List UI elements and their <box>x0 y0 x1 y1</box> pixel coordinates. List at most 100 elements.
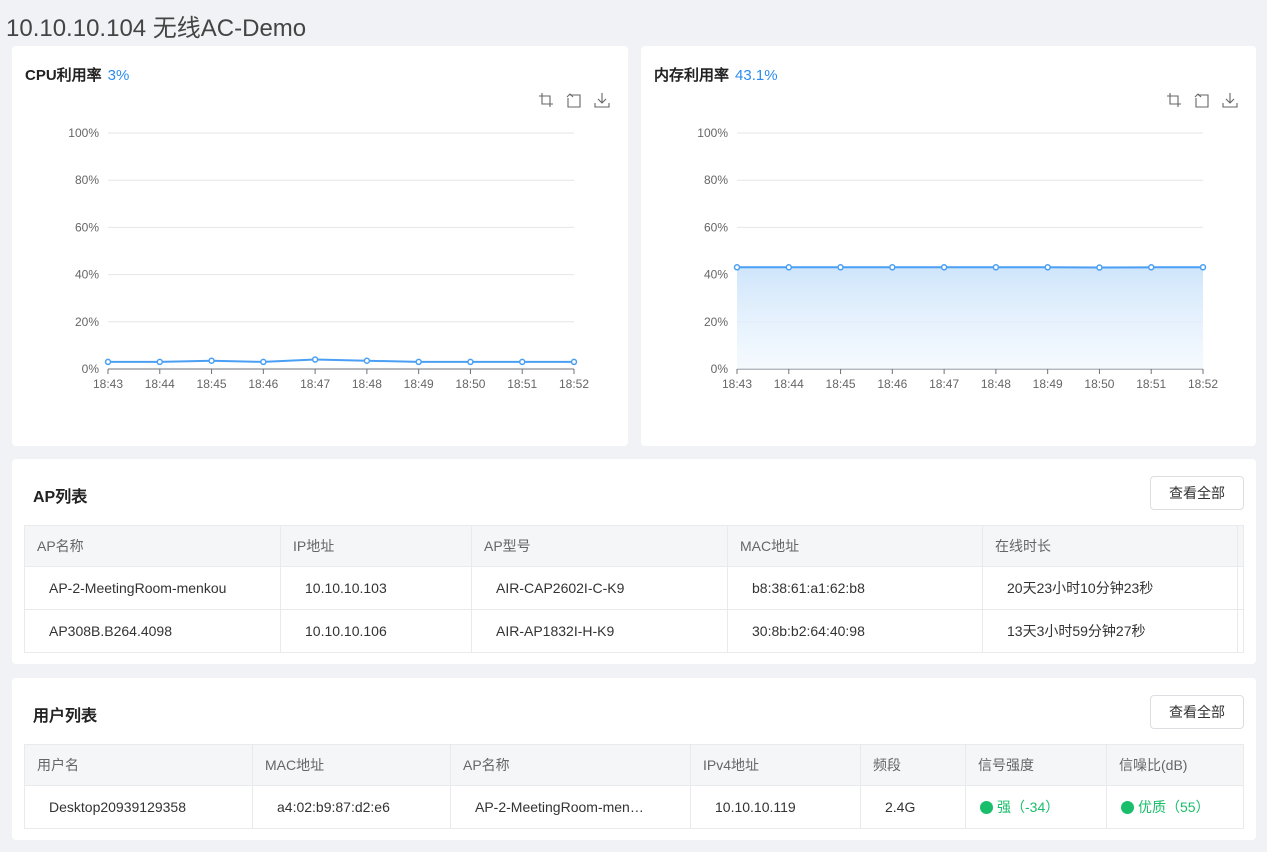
zoom-icon[interactable] <box>1166 92 1182 108</box>
x-tick-label: 18:51 <box>507 377 537 391</box>
restore-icon[interactable] <box>566 92 582 108</box>
y-tick-label: 20% <box>704 315 728 329</box>
y-tick-label: 60% <box>704 220 728 234</box>
ap-list-title: AP列表 <box>33 489 88 506</box>
data-point <box>1044 264 1051 271</box>
x-tick-label: 18:50 <box>455 377 485 391</box>
data-point <box>785 264 793 271</box>
ap-col-model: AP型号 <box>471 525 728 567</box>
status-dot-icon <box>1121 801 1134 814</box>
cpu-usage-card: CPU利用率 3% 0% 20% 40% 60% 80% 100% 18:43 18:44 18:… <box>12 46 628 446</box>
data-point <box>518 358 526 366</box>
user-col-band: 频段 <box>860 744 966 786</box>
ap-col-ip: IP地址 <box>280 525 472 567</box>
memory-usage-header: 内存利用率 43.1% <box>654 64 778 85</box>
x-tick-label: 18:49 <box>404 377 434 391</box>
user-cell-signal: 强（-34） <box>965 785 1107 829</box>
ap-cell-uptime: 13天3小时59分钟27秒 <box>982 609 1238 653</box>
memory-usage-chart: 0% 20% 40% 60% 80% 100% 18:43 18:44 18:45 18:46 18… <box>697 126 1218 391</box>
download-icon[interactable] <box>594 92 610 108</box>
table-row[interactable]: Desktop20939129358 a4:02:b9:87:d2:e6 AP-… <box>24 785 1244 829</box>
cpu-usage-header: CPU利用率 3% <box>25 64 129 85</box>
ap-cell-uptime: 20天23小时10分钟23秒 <box>982 566 1238 610</box>
x-tick-label: 18:45 <box>197 377 227 391</box>
data-point <box>889 264 896 271</box>
data-point <box>992 264 1000 271</box>
user-col-signal: 信号强度 <box>965 744 1107 786</box>
memory-chart-toolbox <box>1166 92 1238 108</box>
user-view-all-button[interactable]: 查看全部 <box>1150 695 1244 729</box>
series-line <box>108 358 574 363</box>
memory-usage-card: 内存利用率 43.1% 0% 20% 40% 60% 80% 100% 18:43 18:44 1… <box>641 46 1256 446</box>
x-tick-label: 18:43 <box>93 377 123 391</box>
y-tick-label: 100% <box>68 126 99 140</box>
ap-cell-spacer <box>1237 609 1244 653</box>
ap-cell-name: AP-2-MeetingRoom-menkou <box>24 566 281 610</box>
user-col-ipv4: IPv4地址 <box>690 744 861 786</box>
ap-col-spacer <box>1237 525 1244 567</box>
x-tick-label: 18:45 <box>826 377 856 391</box>
cpu-chart-toolbox <box>538 92 610 108</box>
memory-usage-value: 43.1% <box>735 67 778 84</box>
x-tick-label: 18:48 <box>981 377 1011 391</box>
memory-usage-label: 内存利用率 <box>654 67 730 84</box>
data-point <box>1147 264 1155 271</box>
user-cell-band: 2.4G <box>860 785 966 829</box>
user-col-ap-name: AP名称 <box>450 744 691 786</box>
y-tick-label: 80% <box>704 173 728 187</box>
ap-cell-spacer <box>1237 566 1244 610</box>
user-col-mac: MAC地址 <box>252 744 451 786</box>
x-tick-label: 18:46 <box>877 377 907 391</box>
ap-cell-model: AIR-AP1832I-H-K9 <box>471 609 728 653</box>
y-tick-label: 60% <box>75 220 99 234</box>
y-tick-label: 100% <box>697 126 728 140</box>
user-table: 用户名 MAC地址 AP名称 IPv4地址 频段 信号强度 信噪比(dB) De… <box>24 744 1244 829</box>
user-list-title: 用户列表 <box>33 708 98 725</box>
user-cell-ipv4: 10.10.10.119 <box>690 785 861 829</box>
table-row[interactable]: AP-2-MeetingRoom-menkou 10.10.10.103 AIR… <box>24 566 1244 610</box>
cpu-usage-chart: 0% 20% 40% 60% 80% 100% 18:43 18:44 18:45 18:46 18… <box>68 126 589 391</box>
user-col-snr: 信噪比(dB) <box>1106 744 1244 786</box>
zoom-icon[interactable] <box>538 92 554 108</box>
ap-table: AP名称 IP地址 AP型号 MAC地址 在线时长 AP-2-MeetingRo… <box>24 525 1244 653</box>
data-point <box>363 357 371 364</box>
data-point <box>156 358 164 366</box>
data-point <box>940 264 948 271</box>
download-icon[interactable] <box>1222 92 1238 108</box>
data-point <box>1199 264 1207 271</box>
x-tick-label: 18:48 <box>352 377 382 391</box>
x-tick-label: 18:44 <box>145 377 175 391</box>
data-point <box>570 358 578 366</box>
ap-view-all-button[interactable]: 查看全部 <box>1150 476 1244 510</box>
y-tick-label: 40% <box>75 268 99 282</box>
x-tick-label: 18:52 <box>1188 377 1218 391</box>
data-point <box>467 358 474 366</box>
x-tick-label: 18:43 <box>722 377 752 391</box>
ap-table-header: AP名称 IP地址 AP型号 MAC地址 在线时长 <box>24 525 1244 567</box>
cpu-usage-label: CPU利用率 <box>25 67 102 84</box>
user-cell-ap-name: AP-2-MeetingRoom-men… <box>450 785 691 829</box>
data-point <box>260 358 267 366</box>
user-cell-mac: a4:02:b9:87:d2:e6 <box>252 785 451 829</box>
data-point <box>1096 264 1103 271</box>
data-point <box>837 264 844 271</box>
status-dot-icon <box>980 801 993 814</box>
ap-cell-ip: 10.10.10.103 <box>280 566 472 610</box>
x-tick-label: 18:46 <box>248 377 278 391</box>
y-tick-label: 80% <box>75 173 99 187</box>
y-tick-label: 0% <box>82 362 100 376</box>
user-list-card: 用户列表 查看全部 用户名 MAC地址 AP名称 IPv4地址 频段 信号强度 … <box>12 678 1256 840</box>
ap-cell-mac: 30:8b:b2:64:40:98 <box>727 609 983 653</box>
x-tick-label: 18:49 <box>1033 377 1063 391</box>
restore-icon[interactable] <box>1194 92 1210 108</box>
user-cell-username: Desktop20939129358 <box>24 785 253 829</box>
x-tick-label: 18:44 <box>774 377 804 391</box>
page-title: 10.10.10.104 无线AC-Demo <box>6 15 307 42</box>
x-tick-label: 18:52 <box>559 377 589 391</box>
x-tick-label: 18:50 <box>1084 377 1114 391</box>
ap-col-name: AP名称 <box>24 525 281 567</box>
table-row[interactable]: AP308B.B264.4098 10.10.10.106 AIR-AP1832… <box>24 609 1244 653</box>
ap-cell-mac: b8:38:61:a1:62:b8 <box>727 566 983 610</box>
ap-cell-model: AIR-CAP2602I-C-K9 <box>471 566 728 610</box>
data-point <box>311 356 319 363</box>
